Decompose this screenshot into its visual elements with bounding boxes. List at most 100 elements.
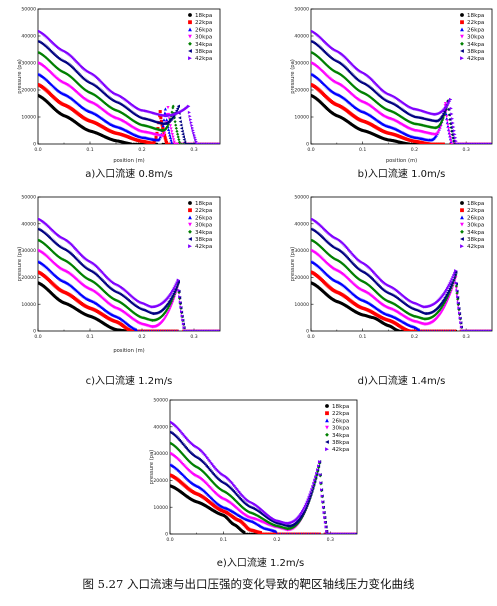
data-layer <box>311 29 492 144</box>
data-point <box>447 101 451 105</box>
data-point <box>280 532 283 534</box>
panel-caption: c)入口流速 1.2m/s <box>86 374 173 387</box>
data-point <box>451 329 454 331</box>
data-point <box>203 329 207 331</box>
data-point <box>477 329 481 331</box>
data-layer <box>170 420 357 534</box>
data-point <box>222 489 226 493</box>
data-point <box>326 64 330 68</box>
data-point <box>449 286 453 290</box>
data-point <box>441 329 445 331</box>
data-point <box>191 329 195 331</box>
data-point <box>315 241 319 245</box>
data-point <box>373 289 377 293</box>
data-point <box>308 532 312 534</box>
data-point <box>165 329 168 331</box>
data-point <box>141 329 145 331</box>
data-point <box>356 88 360 92</box>
y-tick-label: 0 <box>33 142 36 148</box>
data-point <box>136 329 138 331</box>
data-point <box>318 532 321 534</box>
data-point <box>294 532 297 534</box>
data-point <box>125 114 129 118</box>
data-point <box>172 138 176 142</box>
data-point <box>446 103 450 107</box>
data-point <box>209 478 213 482</box>
data-point <box>170 290 175 294</box>
x-tick-label: 0.0 <box>307 147 314 153</box>
legend-label: 42kpa <box>467 56 484 62</box>
data-point <box>462 329 466 331</box>
data-point <box>414 329 418 331</box>
data-point <box>489 142 492 144</box>
data-point <box>110 296 114 300</box>
y-tick-label: 30000 <box>21 61 36 67</box>
x-tick-label: 0.3 <box>462 147 469 153</box>
data-point <box>383 297 387 302</box>
data-point <box>460 329 464 331</box>
series-42kpa <box>311 29 492 144</box>
panel-caption: d)入口流速 1.4m/s <box>358 374 446 387</box>
data-point <box>83 275 87 279</box>
x-tick-label: 0.2 <box>411 334 418 340</box>
data-point <box>398 114 402 118</box>
data-point <box>329 67 334 71</box>
data-point <box>459 325 463 329</box>
data-point <box>126 306 130 310</box>
legend-marker <box>188 237 192 241</box>
data-point <box>187 110 191 114</box>
data-point <box>175 106 179 111</box>
data-point <box>183 142 187 144</box>
data-point <box>54 253 58 257</box>
data-point <box>178 120 182 124</box>
data-point <box>157 137 161 141</box>
data-point <box>168 135 172 140</box>
legend-marker <box>188 20 192 25</box>
data-point <box>165 142 169 144</box>
data-point <box>147 329 149 331</box>
data-point <box>285 532 289 534</box>
data-point <box>454 286 458 290</box>
data-point <box>67 261 71 265</box>
y-tick-label: 10000 <box>294 302 309 308</box>
data-point <box>437 309 441 313</box>
data-layer <box>311 217 492 331</box>
series-34kpa <box>38 238 220 331</box>
data-point <box>385 299 389 303</box>
data-point <box>212 329 216 331</box>
legend-label: 18kpa <box>195 13 212 19</box>
data-point <box>107 294 111 298</box>
y-tick-label: 50000 <box>294 195 309 201</box>
data-point <box>193 329 197 331</box>
data-point <box>55 254 59 258</box>
data-point <box>218 487 223 491</box>
data-point <box>439 329 443 331</box>
data-point <box>89 278 93 282</box>
data-point <box>158 316 162 320</box>
y-tick-label: 40000 <box>21 221 36 227</box>
data-point <box>454 269 458 273</box>
data-point <box>168 298 172 302</box>
data-point <box>419 329 423 331</box>
data-point <box>297 532 300 534</box>
data-point <box>178 300 182 304</box>
data-point <box>170 133 174 137</box>
data-point <box>450 129 454 133</box>
data-point <box>217 329 220 331</box>
data-point <box>143 329 147 331</box>
data-point <box>182 142 185 144</box>
data-point <box>190 329 193 331</box>
data-point <box>189 142 192 144</box>
data-point <box>449 125 453 130</box>
data-point <box>328 254 332 258</box>
data-point <box>164 329 168 331</box>
legend-marker <box>460 222 464 227</box>
series-26kpa <box>311 259 492 331</box>
legend-marker <box>460 208 464 213</box>
data-point <box>156 329 159 331</box>
data-point <box>125 305 129 309</box>
data-point <box>171 443 176 447</box>
data-point <box>326 252 330 256</box>
